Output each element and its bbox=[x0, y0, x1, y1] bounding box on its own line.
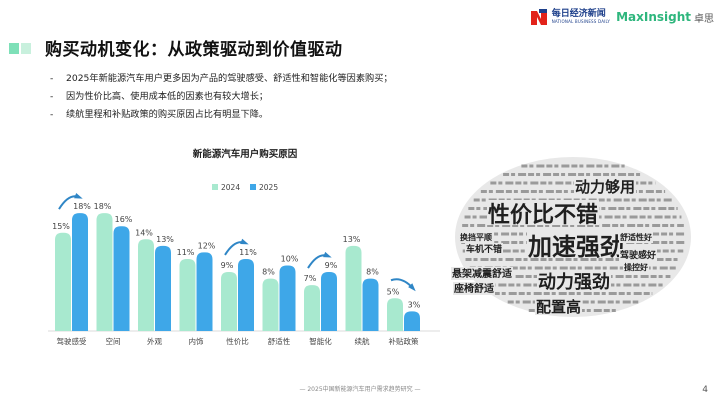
bar-2025 bbox=[155, 245, 171, 331]
data-label: 9% bbox=[221, 261, 234, 270]
x-tick-label: 补贴政策 bbox=[389, 336, 419, 346]
word-cloud-word-bg bbox=[623, 262, 649, 273]
nbd-logo-subtext: NATIONAL BUSINESS DAILY bbox=[551, 19, 611, 24]
bar-2025 bbox=[238, 258, 254, 331]
word-cloud-word-bg bbox=[465, 243, 503, 255]
word-cloud-word: 换挡平顺 bbox=[460, 232, 492, 242]
word-cloud-word: 性价比不错 bbox=[488, 202, 598, 228]
page-title: 购买动机变化：从政策驱动到价值驱动 bbox=[45, 40, 343, 60]
x-tick-label: 内饰 bbox=[189, 336, 204, 346]
nbd-logo-text: 每日经济新闻 bbox=[551, 9, 606, 19]
maxinsight-logo: MaxInsight 卓思 bbox=[616, 10, 714, 25]
footer: — 2025中国新能源汽车用户需求趋势研究 — bbox=[299, 386, 421, 393]
data-label: 11% bbox=[177, 248, 195, 257]
word-cloud-word-bg bbox=[535, 297, 582, 315]
word-cloud-word-bg bbox=[574, 177, 636, 195]
bullet-item: -2025年新能源汽车用户更多因为产品的驾驶感受、舒适性和智能化等因素购买； bbox=[50, 73, 393, 84]
bullet-item: - 因为性价比高、使用成本低的因素也有较大增长； bbox=[50, 91, 269, 102]
bar-2025 bbox=[72, 213, 88, 331]
bar-2024 bbox=[262, 278, 279, 331]
page-number: 4 bbox=[702, 385, 708, 395]
x-tick-label: 性价比 bbox=[226, 336, 249, 346]
data-label: 5% bbox=[387, 287, 400, 296]
bar-2024 bbox=[345, 245, 362, 331]
word-cloud-word: 舒适性好 bbox=[619, 232, 652, 242]
word-cloud-word-bg bbox=[453, 282, 495, 295]
word-cloud-word: 动力够用 bbox=[575, 178, 635, 196]
bar-2025 bbox=[279, 265, 296, 331]
data-label: 10% bbox=[281, 255, 299, 264]
word-cloud-word: 配置高 bbox=[536, 298, 581, 316]
data-label: 8% bbox=[366, 268, 379, 277]
trend-arrow-head bbox=[323, 251, 332, 258]
word-cloud-word-bg bbox=[619, 249, 657, 261]
word-cloud-word: 车机不错 bbox=[466, 243, 502, 255]
word-cloud-word: 操控好 bbox=[624, 262, 648, 272]
legend-swatch bbox=[250, 184, 256, 190]
bar-2025 bbox=[113, 226, 130, 331]
data-label: 18% bbox=[73, 202, 91, 211]
x-tick-label: 续航 bbox=[355, 336, 370, 346]
x-tick-label: 舒适性 bbox=[268, 336, 291, 346]
title-marker bbox=[9, 43, 31, 54]
x-tick-label: 智能化 bbox=[309, 336, 332, 346]
bar-2024 bbox=[304, 285, 320, 331]
bar-2024 bbox=[96, 213, 113, 331]
bar-2024 bbox=[179, 258, 196, 331]
x-tick-label: 驾驶感受 bbox=[57, 336, 87, 346]
data-label: 14% bbox=[135, 228, 153, 237]
data-label: 12% bbox=[198, 241, 216, 250]
bar-2024 bbox=[55, 232, 71, 331]
bar-2025 bbox=[404, 311, 420, 331]
bar-2024 bbox=[221, 272, 237, 331]
bar-2024 bbox=[387, 298, 403, 331]
data-label: 18% bbox=[94, 202, 112, 211]
word-cloud-word: 悬架减震舒适 bbox=[451, 267, 512, 280]
data-label: 11% bbox=[239, 248, 257, 257]
word-cloud-word-bg bbox=[619, 232, 653, 243]
chart-title: 新能源汽车用户购买原因 bbox=[193, 148, 298, 160]
word-cloud-word-bg bbox=[487, 200, 599, 225]
data-label: 15% bbox=[52, 222, 70, 231]
word-cloud-word: 动力强劲 bbox=[538, 272, 610, 293]
word-cloud-word: 驾驶感好 bbox=[620, 249, 656, 261]
legend-label: 2025 bbox=[259, 183, 278, 192]
data-label: 13% bbox=[156, 235, 174, 244]
nbd-logo-icon bbox=[529, 7, 549, 27]
data-label: 13% bbox=[343, 235, 361, 244]
word-cloud-word: 加速强劲 bbox=[528, 233, 624, 261]
bullet-list: -2025年新能源汽车用户更多因为产品的驾驶感受、舒适性和智能化等因素购买； -… bbox=[50, 70, 393, 124]
maxinsight-logo-cn: 卓思 bbox=[694, 13, 714, 25]
bullet-item: - 续航里程和补贴政策的购买原因占比有明显下降。 bbox=[50, 109, 269, 120]
maxinsight-logo-text: MaxInsight bbox=[616, 10, 691, 24]
bar-2024 bbox=[138, 239, 154, 331]
word-cloud-word-bg bbox=[451, 267, 513, 280]
word-cloud-word-bg bbox=[459, 232, 493, 243]
nbd-logo: 每日经济新闻 NATIONAL BUSINESS DAILY bbox=[529, 7, 610, 27]
data-label: 9% bbox=[325, 261, 338, 270]
word-cloud-word-bg bbox=[537, 270, 611, 291]
bar-2025 bbox=[321, 272, 337, 331]
data-label: 16% bbox=[115, 215, 133, 224]
x-tick-label: 空间 bbox=[106, 336, 121, 346]
legend-label: 2024 bbox=[221, 183, 240, 192]
header-logos: 每日经济新闻 NATIONAL BUSINESS DAILY MaxInsigh… bbox=[529, 4, 714, 30]
bar-2025 bbox=[362, 278, 379, 331]
data-label: 3% bbox=[408, 300, 421, 309]
word-cloud-word: 座椅舒适 bbox=[453, 282, 494, 295]
legend-swatch bbox=[212, 184, 218, 190]
data-label: 7% bbox=[304, 274, 317, 283]
trend-arrow-head bbox=[74, 192, 83, 199]
data-label: 8% bbox=[262, 268, 275, 277]
word-cloud-word-bg bbox=[527, 231, 625, 258]
x-tick-label: 外观 bbox=[147, 336, 162, 346]
trend-arrow-head bbox=[240, 238, 249, 245]
bar-2025 bbox=[196, 252, 213, 331]
trend-arrow-head bbox=[408, 283, 416, 292]
